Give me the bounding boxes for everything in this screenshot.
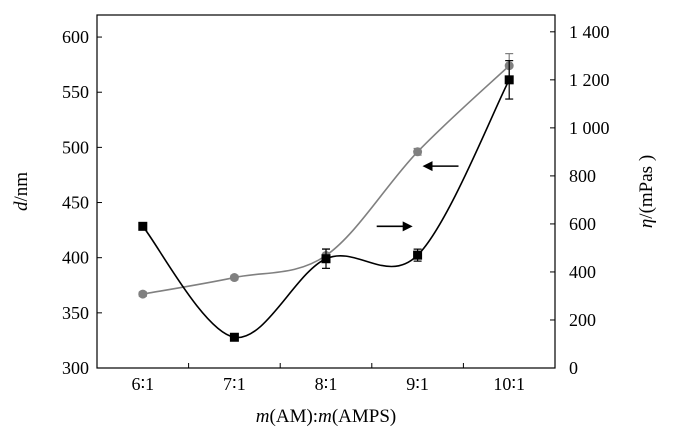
y-left-tick-label: 450	[62, 193, 89, 213]
y-right-tick-label: 200	[569, 310, 596, 330]
data-point	[321, 254, 331, 264]
x-tick-label: 6∶1	[131, 374, 154, 394]
series-line	[142, 79, 510, 339]
y-right-tick-label: 600	[569, 214, 596, 234]
x-tick-label: 8∶1	[315, 374, 338, 394]
y-right-tick-label: 0	[569, 358, 578, 378]
data-point	[138, 221, 148, 231]
y-right-tick-label: 1 200	[569, 70, 610, 90]
y-left-tick-label: 550	[62, 82, 89, 102]
y-right-tick-label: 1 400	[569, 22, 610, 42]
y-right-tick-label: 1 000	[569, 118, 610, 138]
y-right-tick-label: 400	[569, 262, 596, 282]
plot-frame	[96, 14, 556, 369]
x-tick-label: 7∶1	[223, 374, 246, 394]
y-left-tick-label: 300	[62, 358, 89, 378]
annotations	[376, 161, 459, 232]
data-point	[229, 332, 239, 342]
arrow-head	[422, 161, 433, 172]
y-left-tick-label: 350	[62, 303, 89, 323]
arrow-left	[422, 161, 459, 172]
arrow-right	[376, 221, 413, 232]
series-layer	[138, 53, 514, 342]
arrow-head	[402, 221, 413, 232]
y-axis-right-label: η/(mPas )	[636, 155, 657, 228]
x-tick-label: 10∶1	[493, 374, 525, 394]
x-tick-label: 9∶1	[406, 374, 429, 394]
y-axis-left-label: d/nm	[11, 172, 32, 211]
y-left-tick-label: 400	[62, 248, 89, 268]
series-line	[142, 65, 510, 295]
data-point	[229, 273, 239, 283]
y-left-tick-label: 600	[62, 27, 89, 47]
data-point	[413, 250, 423, 260]
axes: 300 350 400 450 500 550 600 0 200 400 600 800 1 000 1…	[62, 14, 610, 394]
y-left-tick-label: 500	[62, 137, 89, 157]
x-axis-label: m(AM):m(AMPS)	[256, 406, 396, 427]
data-point	[138, 289, 148, 299]
series-right-axis	[138, 60, 514, 342]
y-right-tick-label: 800	[569, 166, 596, 186]
data-point	[413, 147, 423, 157]
data-point	[504, 75, 514, 85]
series-left-axis	[138, 53, 514, 299]
